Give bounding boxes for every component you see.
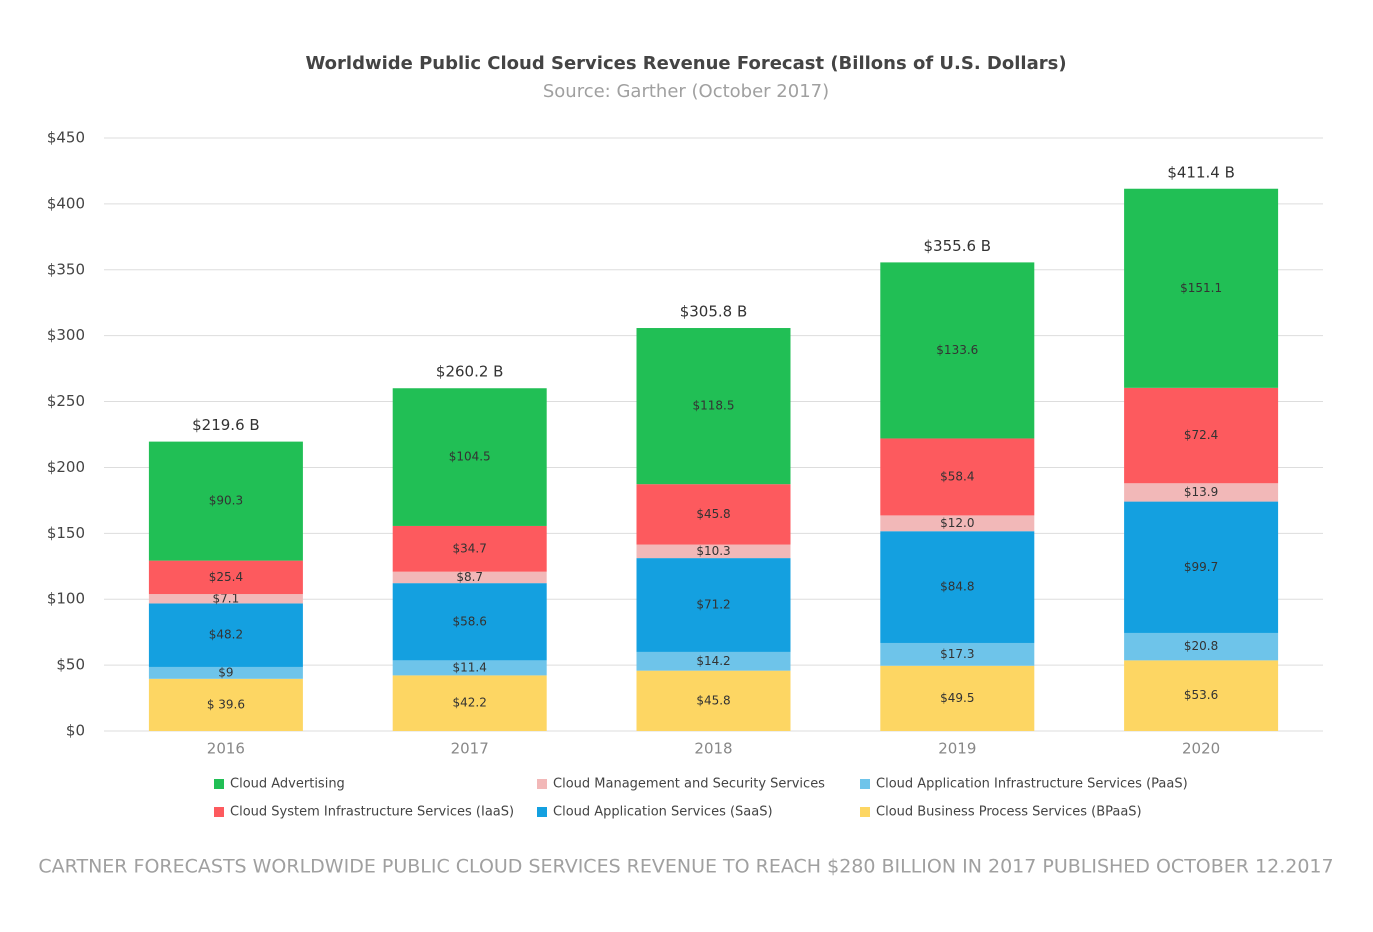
total-label: $219.6 B: [192, 416, 260, 434]
value-label: $42.2: [453, 696, 487, 710]
value-label: $ 39.6: [207, 697, 245, 711]
legend-swatch: [537, 779, 547, 789]
legend-label: Cloud Application Services (SaaS): [553, 805, 773, 820]
legend-swatch: [860, 779, 870, 789]
value-label: $17.3: [940, 647, 974, 661]
value-label: $72.4: [1184, 428, 1218, 442]
legend-label: Cloud Application Infrastructure Service…: [876, 777, 1188, 792]
total-label: $305.8 B: [680, 303, 748, 321]
y-tick-label: $50: [56, 656, 85, 674]
value-label: $133.6: [936, 343, 978, 357]
bar-segment: [1124, 387, 1279, 484]
value-label: $9: [218, 665, 233, 679]
total-label: $411.4 B: [1167, 163, 1235, 181]
bar-segment: [880, 642, 1035, 666]
legend-swatch: [214, 807, 224, 817]
chart-title: Worldwide Public Cloud Services Revenue …: [305, 53, 1066, 74]
value-label: $58.4: [940, 469, 974, 483]
value-label: $84.8: [940, 580, 974, 594]
bar-segment: [1124, 483, 1279, 502]
y-tick-label: $300: [47, 326, 85, 344]
value-label: $20.8: [1184, 639, 1218, 653]
x-tick-label: 2017: [451, 740, 489, 758]
value-label: $11.4: [453, 660, 487, 674]
bar-segment: [392, 525, 547, 572]
bar-segment: [1124, 632, 1279, 661]
legend-swatch: [860, 807, 870, 817]
legend-label: Cloud Business Process Services (BPaaS): [876, 805, 1142, 820]
chart-subtitle: Source: Garther (October 2017): [543, 81, 829, 102]
bar-segment: [148, 594, 303, 604]
bar-segment: [392, 660, 547, 676]
value-label: $58.6: [453, 614, 487, 628]
y-tick-label: $250: [47, 392, 85, 410]
value-label: $71.2: [696, 598, 730, 612]
value-label: $7.1: [213, 591, 240, 605]
y-tick-label: $400: [47, 194, 85, 212]
bar-segment: [880, 262, 1035, 439]
bar-segment: [148, 603, 303, 667]
legend-swatch: [214, 779, 224, 789]
bar-segment: [148, 441, 303, 561]
bar-segment: [1124, 501, 1279, 633]
bar-segment: [392, 571, 547, 584]
value-label: $45.8: [696, 693, 730, 707]
value-label: $34.7: [453, 541, 487, 555]
bar-segment: [636, 328, 791, 485]
x-tick-label: 2019: [938, 740, 976, 758]
legend-label: Cloud Advertising: [230, 777, 345, 792]
y-tick-label: $200: [47, 458, 85, 476]
footer-note: CARTNER FORECASTS WORLDWIDE PUBLIC CLOUD…: [38, 856, 1333, 878]
value-label: $12.0: [940, 516, 974, 530]
y-tick-label: $0: [66, 722, 85, 740]
bar-segment: [392, 583, 547, 661]
x-tick-label: 2020: [1182, 740, 1220, 758]
bar-segment: [880, 531, 1035, 643]
value-label: $13.9: [1184, 485, 1218, 499]
bar-segment: [148, 666, 303, 679]
x-tick-label: 2018: [694, 740, 732, 758]
y-tick-label: $450: [47, 129, 85, 147]
y-tick-label: $150: [47, 524, 85, 542]
value-label: $48.2: [209, 628, 243, 642]
legend-label: Cloud System Infrastructure Services (Ia…: [230, 805, 514, 820]
value-label: $8.7: [456, 570, 483, 584]
bar-segment: [1124, 188, 1279, 388]
bar-segment: [148, 560, 303, 595]
y-tick-label: $100: [47, 590, 85, 608]
y-tick-label: $350: [47, 260, 85, 278]
bar-segment: [636, 544, 791, 559]
bar-segment: [880, 665, 1035, 731]
bar-segment: [636, 558, 791, 652]
bar-segment: [1124, 660, 1279, 731]
value-label: $104.5: [449, 450, 491, 464]
legend-swatch: [537, 807, 547, 817]
value-label: $14.2: [696, 654, 730, 668]
value-label: $118.5: [693, 399, 735, 413]
legend-label: Cloud Management and Security Services: [553, 777, 825, 792]
value-label: $53.6: [1184, 688, 1218, 702]
bar-segment: [880, 438, 1035, 516]
bar-segment: [636, 651, 791, 671]
total-label: $260.2 B: [436, 363, 504, 381]
bar-segment: [880, 515, 1035, 532]
bar-segment: [636, 670, 791, 731]
x-tick-label: 2016: [207, 740, 245, 758]
value-label: $25.4: [209, 570, 243, 584]
value-label: $10.3: [696, 544, 730, 558]
value-label: $49.5: [940, 691, 974, 705]
value-label: $45.8: [696, 507, 730, 521]
bar-segment: [392, 675, 547, 731]
value-label: $151.1: [1180, 281, 1222, 295]
value-label: $99.7: [1184, 560, 1218, 574]
bar-segment: [392, 388, 547, 526]
value-label: $90.3: [209, 494, 243, 508]
bar-segment: [636, 484, 791, 545]
total-label: $355.6 B: [924, 237, 992, 255]
bar-segment: [148, 678, 303, 731]
